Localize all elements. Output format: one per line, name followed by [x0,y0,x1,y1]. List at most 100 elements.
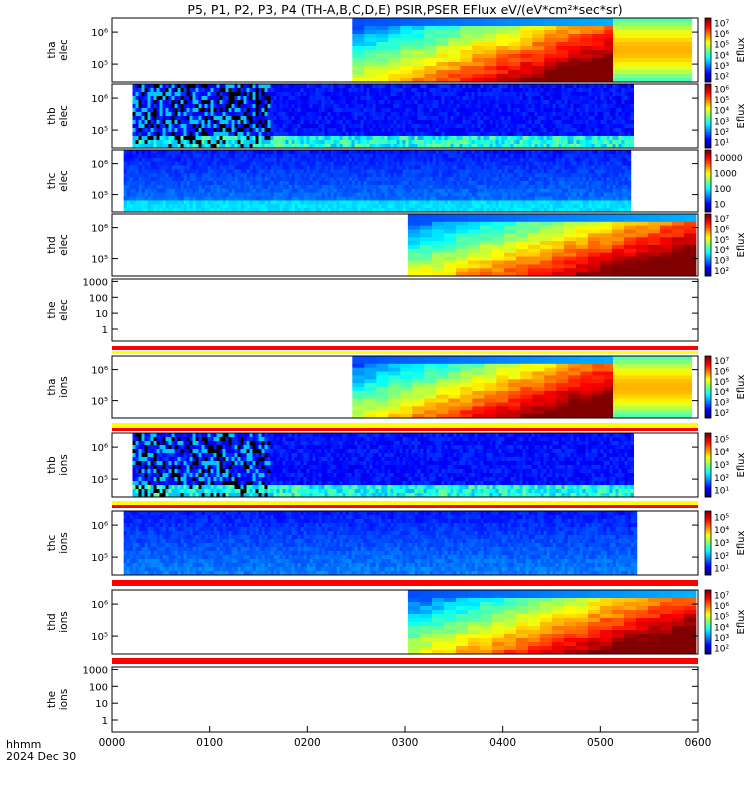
spectrogram-cell [468,132,472,137]
spectrogram-cell [408,96,412,101]
spectrogram-cell [219,116,223,121]
spectrogram-cell [576,132,580,137]
spectrogram-cell [243,165,248,170]
spectrogram-cell [525,132,529,137]
spectrogram-cell [489,108,493,113]
spectrogram-cell [435,204,440,209]
spectrogram-cell [612,84,616,89]
spectrogram-cell [213,140,217,145]
spectrogram-cell [465,184,470,190]
spectrogram-cell [138,100,142,105]
spectrogram-cell [144,144,148,149]
spectrogram-cell [216,124,220,129]
spectrogram-cell [138,96,142,101]
spectrogram-cell [396,153,401,159]
spectrogram-cell [531,104,535,109]
spectrogram-cell [141,173,146,178]
spectrogram-cell [159,196,164,201]
spectrogram-cell [207,150,212,155]
spectrogram-cell [468,84,472,89]
spectrogram-cell [561,124,565,129]
spectrogram-cell [429,84,433,89]
spectrogram-cell [204,92,208,97]
spectrogram-cell [249,169,254,174]
spectrogram-cell [417,120,421,125]
spectrogram-cell [474,128,478,133]
spectrogram-cell [450,208,455,213]
spectrogram-cell [327,136,331,141]
spectrogram-cell [153,136,157,141]
spectrogram-cell [147,128,151,133]
spectrogram-cell [360,140,364,145]
spectrogram-cell [255,173,260,178]
spectrogram-cell [417,192,422,197]
spectrogram-cell [315,150,320,155]
spectrogram-cell [279,108,283,113]
spectrogram-cell [258,120,262,125]
spectrogram-cell [177,128,181,133]
spectrogram-cell [615,140,619,145]
spectrogram-cell [606,140,610,145]
spectrogram-cell [138,120,142,125]
spectrogram-cell [357,96,361,101]
spectrogram-cell [192,184,197,190]
spectrogram-cell [249,136,253,141]
spectrogram-cell [393,173,398,178]
spectrogram-cell [282,173,287,178]
spectrogram-cell [339,196,344,201]
spectrogram-cell [339,144,343,149]
spectrogram-cell [447,100,451,105]
spectrogram-cell [594,104,598,109]
spectrogram-cell [519,116,523,121]
spectrogram-cell [348,96,352,101]
spectrogram-cell [435,184,440,190]
spectrogram-cell [384,132,388,137]
spectrogram-cell [568,42,581,47]
spectrogram-cell [234,184,239,190]
spectrogram-cell [351,100,355,105]
spectrogram-cell [588,136,592,141]
spectrogram-cell [360,112,364,117]
spectrogram-cell [435,153,440,159]
spectrogram-cell [258,204,263,209]
spectrogram-cell [441,108,445,113]
spectrogram-cell [426,136,430,141]
spectrogram-cell [630,144,634,149]
spectrogram-cell [540,96,544,101]
spectrogram-cell [264,150,269,155]
spectrogram-cell [483,88,487,93]
spectrogram-cell [192,192,197,197]
spectrogram-cell [508,26,521,31]
spectrogram-cell [480,112,484,117]
spectrogram-cell [258,132,262,137]
spectrogram-cell [513,84,517,89]
spectrogram-cell [369,188,374,194]
spectrogram-cell [510,96,514,101]
spectrogram-cell [135,88,139,93]
spectrogram-cell [591,100,595,105]
spectrogram-cell [159,165,164,170]
spectrogram-cell [417,92,421,97]
spectrogram-cell [375,108,379,113]
spectrogram-cell [508,78,521,83]
spectrogram-cell [423,84,427,89]
spectrogram-cell [306,124,310,129]
spectrogram-cell [138,88,142,93]
spectrogram-cell [402,173,407,178]
spectrogram-cell [402,120,406,125]
spectrogram-cell [303,181,308,186]
spectrogram-cell [333,104,337,109]
spectrogram-cell [453,100,457,105]
spectrogram-cell [195,132,199,137]
spectrogram-cell [606,88,610,93]
spectrogram-cell [213,169,218,174]
spectrogram-cell [543,124,547,129]
spectrogram-cell [426,100,430,105]
spectrogram-cell [219,184,224,190]
spectrogram-cell [222,204,227,209]
spectrogram-cell [495,112,499,117]
spectrogram-cell [558,92,562,97]
spectrogram-cell [375,116,379,121]
spectrogram-cell [150,184,155,190]
spectrogram-cell [381,181,386,186]
